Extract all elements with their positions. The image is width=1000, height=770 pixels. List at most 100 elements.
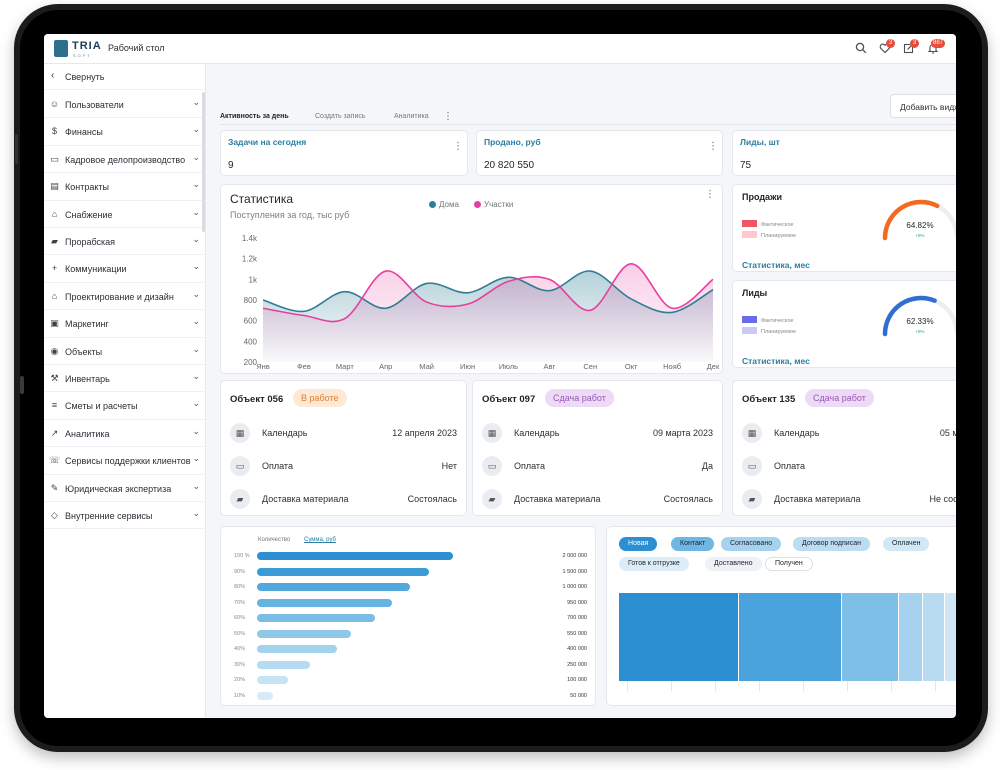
status-chip[interactable]: Договор подписан [793, 537, 870, 551]
sales-card: Продажи Фактическое Планируемое Статисти… [732, 184, 956, 272]
kpi-title: Задачи на сегодня [228, 137, 307, 147]
gauge-arc [882, 199, 940, 241]
sidebar-item[interactable]: ⌂ Проектирование и дизайн ⌄ [44, 283, 206, 311]
sidebar-item[interactable]: ↗ Аналитика ⌄ [44, 420, 206, 448]
status-chip[interactable]: Новая [619, 537, 658, 551]
chevron-down-icon[interactable]: ⌄ [192, 398, 200, 409]
status-chip[interactable]: Согласовано [721, 537, 782, 551]
chevron-down-icon[interactable]: ⌄ [192, 179, 200, 190]
sidebar-item-label: Объекты [65, 346, 103, 357]
sales-gauge-value: 64.82% [906, 221, 934, 230]
search-icon[interactable] [854, 42, 868, 56]
sidebar-item[interactable]: ⚒ Инвентарь ⌄ [44, 365, 206, 393]
kpi-value: 75 [740, 160, 752, 171]
chevron-down-icon[interactable]: ⌄ [192, 124, 200, 135]
sidebar-item[interactable]: ▭ Кадровое делопроизводство ⌄ [44, 146, 206, 174]
sidebar-collapse[interactable]: ‹ Свернуть [44, 64, 206, 90]
y-tick-label: 1.4k [242, 234, 258, 243]
leads-stats-link[interactable]: Статистика, мес [742, 356, 810, 366]
sidebar-item[interactable]: ▣ Маркетинг ⌄ [44, 310, 206, 338]
sidebar-item-label: Инвентарь [65, 374, 110, 384]
funnel-bar [257, 629, 352, 638]
object-card[interactable]: Объект 097 Сдача работ ▦ Календарь 09 марта … [472, 380, 723, 516]
funnel-tab-count[interactable]: Количество [258, 537, 291, 543]
sidebar-item-label: Коммуникации [65, 264, 127, 275]
truck-icon: ▰ [482, 489, 502, 509]
object-card[interactable]: Объект 056 В работе ▦ Календарь 12 апреля 20… [220, 380, 467, 516]
chevron-down-icon[interactable]: ⌄ [192, 234, 200, 244]
sidebar-item[interactable]: ✎ Юридическая экспертиза ⌄ [44, 475, 206, 502]
funnel-value-label: 250 000 [567, 661, 587, 668]
chevron-down-icon[interactable]: ⌄ [192, 425, 200, 436]
chevron-down-icon[interactable]: ⌄ [192, 371, 200, 381]
legend-label: Дома [439, 200, 459, 209]
funnel-value-label: 550 000 [567, 630, 587, 637]
sidebar-item[interactable]: ≡ Сметы и расчеты ⌄ [44, 392, 206, 420]
status-chip[interactable]: Получен [765, 557, 813, 571]
chevron-down-icon[interactable]: ⌄ [192, 480, 200, 491]
sidebar-item[interactable]: $ Финансы ⌄ [44, 118, 206, 146]
tabs-divider [220, 124, 956, 125]
object-card[interactable]: Объект 135 Сдача работ ▦ Календарь 05 мая 20… [732, 380, 956, 516]
tabs-more-icon[interactable]: ⋮ [443, 111, 453, 122]
legend-label: Фактическое [761, 222, 794, 228]
calendar-icon: ▦ [230, 423, 250, 443]
y-tick-label: 1k [249, 275, 258, 284]
sidebar-item[interactable]: ▰ Прорабская ⌄ [44, 228, 206, 256]
sidebar-item[interactable]: + Коммуникации ⌄ [44, 255, 206, 283]
object-row-value: Не состоялась [929, 494, 956, 504]
sidebar-item[interactable]: ◉ Объекты ⌄ [44, 338, 206, 365]
tab-create-record[interactable]: Создать запись [315, 113, 366, 120]
logo-text: TRIA [72, 40, 102, 52]
object-row: ▦ Календарь 05 мая 2023 [742, 423, 956, 445]
add-widget-button[interactable]: Добавить виджет [890, 94, 956, 118]
kpi-more-icon[interactable]: ⋮ [453, 141, 463, 152]
object-row-label: Оплата [774, 461, 805, 471]
funnel-tab-sum[interactable]: Сумма, руб [304, 537, 336, 543]
chevron-down-icon[interactable]: ⌄ [192, 316, 200, 327]
sidebar-scrollbar[interactable] [202, 92, 205, 232]
y-tick-label: 600 [244, 317, 258, 326]
sidebar-item[interactable]: ▤ Контракты ⌄ [44, 173, 206, 201]
status-chip[interactable]: Оплачен [883, 537, 930, 551]
sidebar-item-label: Снабжение [65, 209, 113, 220]
chevron-down-icon[interactable]: ⌄ [192, 288, 200, 299]
sidebar-item[interactable]: ◇ Внутренние сервисы ⌄ [44, 502, 206, 530]
pipeline-grid-line [627, 681, 628, 691]
logo-subtext: SOFT [73, 53, 92, 58]
chevron-down-icon[interactable]: ⌄ [192, 453, 200, 464]
chevron-down-icon[interactable]: ⌄ [192, 508, 200, 518]
sidebar-item[interactable]: ⌂ Снабжение ⌄ [44, 201, 206, 228]
sales-stats-link[interactable]: Статистика, мес [742, 260, 810, 270]
funnel-value-label: 100 000 [567, 677, 587, 683]
chevron-down-icon[interactable]: ⌄ [192, 343, 200, 354]
tab-activity[interactable]: Активность за день [220, 113, 289, 120]
sidebar-item[interactable]: ☏ Сервисы поддержки клиентов ⌄ [44, 447, 206, 475]
legend-label: Фактическое [761, 318, 794, 324]
funnel-value-label: 50 000 [570, 692, 587, 699]
leads-gauge-value: 62.33% [906, 317, 934, 326]
notifications-badge: 887 [931, 39, 946, 48]
chevron-down-icon[interactable]: ⌄ [192, 261, 200, 272]
status-chip[interactable]: Контакт [671, 537, 715, 551]
wallet-icon: ▭ [482, 456, 502, 476]
kpi-value: 9 [228, 160, 234, 171]
sidebar-collapse-label: Свернуть [65, 72, 105, 82]
truck-icon: ▰ [51, 236, 58, 246]
statistics-more-icon[interactable]: ⋮ [705, 189, 715, 200]
y-tick-label: 800 [244, 296, 258, 305]
chevron-down-icon[interactable]: ⌄ [192, 206, 200, 217]
contract-icon: ▤ [50, 181, 59, 192]
chevron-down-icon[interactable]: ⌄ [192, 97, 200, 107]
tab-analytics[interactable]: Аналитика [394, 113, 429, 120]
gauge-arc [882, 295, 937, 337]
funnel-bar [257, 645, 338, 653]
chevron-down-icon[interactable]: ⌄ [192, 151, 200, 162]
funnel-bar [257, 567, 430, 576]
kpi-more-icon[interactable]: ⋮ [708, 141, 718, 152]
status-chip[interactable]: Готов к отгрузке [619, 557, 689, 571]
sidebar-item[interactable]: ☺ Пользователи ⌄ [44, 91, 206, 119]
status-chip[interactable]: Доставлено [705, 557, 762, 571]
